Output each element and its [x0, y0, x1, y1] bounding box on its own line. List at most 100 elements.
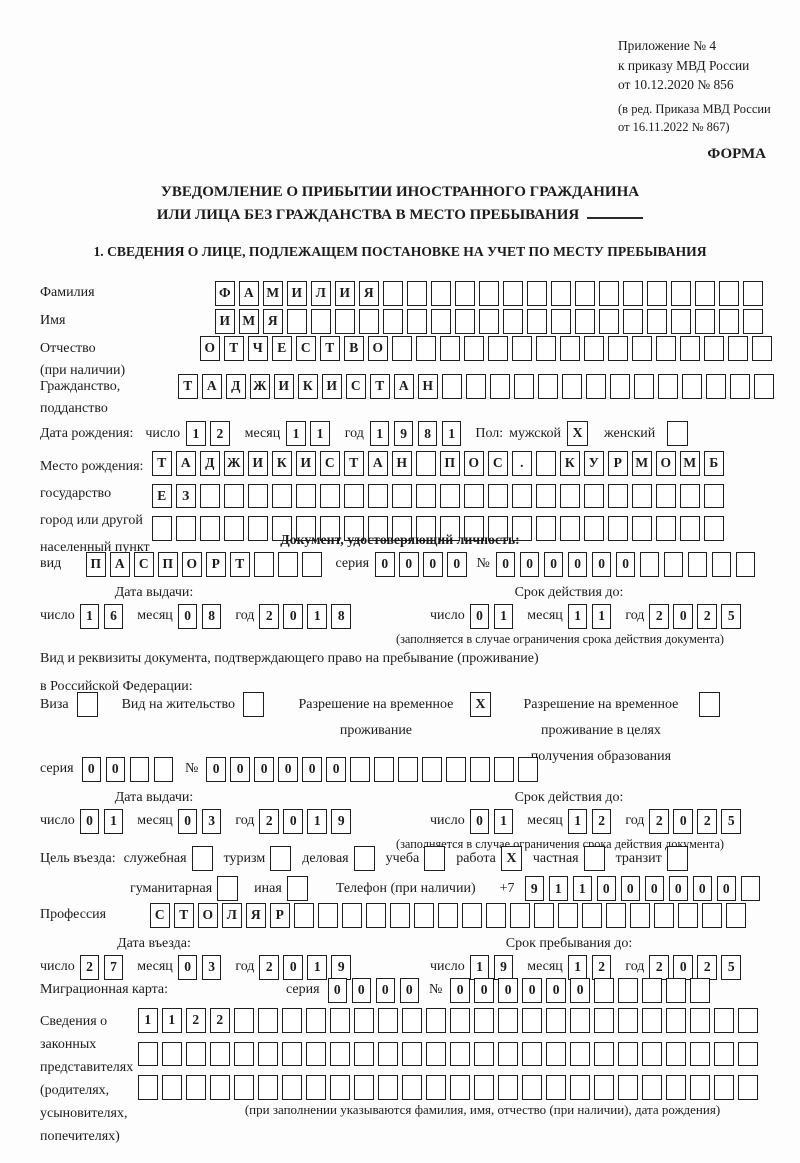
- char-box[interactable]: 0: [177, 604, 198, 629]
- char-box[interactable]: [498, 1075, 518, 1100]
- char-box[interactable]: [503, 309, 523, 334]
- char-box[interactable]: Т: [174, 903, 194, 928]
- char-box[interactable]: [234, 1075, 254, 1100]
- char-box[interactable]: [392, 483, 412, 508]
- char-box[interactable]: 2: [79, 955, 100, 980]
- char-box[interactable]: 2: [259, 604, 279, 629]
- char-box[interactable]: [630, 903, 650, 928]
- char-box[interactable]: И: [248, 451, 268, 476]
- char-box[interactable]: 0: [230, 757, 250, 782]
- char-box[interactable]: [470, 757, 490, 782]
- char-box[interactable]: 0: [498, 978, 518, 1003]
- char-box[interactable]: О: [182, 552, 202, 577]
- char-box[interactable]: К: [272, 451, 292, 476]
- char-box[interactable]: [344, 516, 364, 541]
- char-box[interactable]: [320, 483, 340, 508]
- char-box[interactable]: [510, 903, 530, 928]
- char-box[interactable]: [752, 336, 772, 361]
- char-box[interactable]: [594, 1041, 614, 1066]
- char-box[interactable]: [654, 903, 674, 928]
- char-box[interactable]: [706, 374, 726, 399]
- char-box[interactable]: [354, 1008, 374, 1033]
- char-box[interactable]: Т: [152, 451, 172, 476]
- char-box[interactable]: [711, 552, 732, 577]
- char-box[interactable]: [570, 1075, 590, 1100]
- char-box[interactable]: [632, 336, 652, 361]
- char-box[interactable]: 0: [302, 757, 322, 782]
- char-box[interactable]: 0: [375, 978, 396, 1003]
- char-box[interactable]: 2: [210, 421, 230, 446]
- char-box[interactable]: [582, 903, 602, 928]
- char-box[interactable]: [186, 1041, 206, 1066]
- char-box[interactable]: [754, 374, 774, 399]
- char-box[interactable]: [474, 1041, 494, 1066]
- char-box[interactable]: [366, 903, 386, 928]
- char-box[interactable]: [719, 309, 739, 334]
- char-box[interactable]: [666, 978, 686, 1003]
- char-box[interactable]: [743, 309, 763, 334]
- char-box[interactable]: [642, 1041, 662, 1066]
- char-box[interactable]: [618, 1075, 638, 1100]
- char-box[interactable]: [330, 1041, 350, 1066]
- char-box[interactable]: 0: [591, 552, 612, 577]
- char-box[interactable]: [498, 1041, 518, 1066]
- char-box[interactable]: [518, 757, 538, 782]
- char-box[interactable]: 0: [567, 552, 588, 577]
- char-box[interactable]: И: [274, 374, 294, 399]
- char-box[interactable]: [714, 1041, 734, 1066]
- char-box[interactable]: [488, 516, 508, 541]
- char-box[interactable]: П: [440, 451, 460, 476]
- char-box[interactable]: [287, 309, 307, 334]
- purpose-transit-checkbox[interactable]: [666, 846, 688, 871]
- char-box[interactable]: [606, 903, 626, 928]
- char-box[interactable]: П: [158, 552, 178, 577]
- char-box[interactable]: [474, 1075, 494, 1100]
- char-box[interactable]: [440, 516, 460, 541]
- char-box[interactable]: [534, 903, 554, 928]
- char-box[interactable]: [258, 1008, 278, 1033]
- char-box[interactable]: [282, 1041, 302, 1066]
- char-box[interactable]: [426, 1075, 446, 1100]
- char-box[interactable]: [462, 903, 482, 928]
- char-box[interactable]: [210, 1075, 230, 1100]
- char-box[interactable]: [680, 483, 700, 508]
- char-box[interactable]: [584, 336, 604, 361]
- char-box[interactable]: 2: [591, 809, 612, 834]
- char-box[interactable]: [740, 876, 761, 901]
- char-box[interactable]: С: [346, 374, 366, 399]
- char-box[interactable]: [162, 1075, 182, 1100]
- purpose-other-checkbox[interactable]: [286, 876, 308, 901]
- char-box[interactable]: [479, 309, 499, 334]
- char-box[interactable]: И: [322, 374, 342, 399]
- char-box[interactable]: 1: [186, 421, 206, 446]
- char-box[interactable]: [306, 1041, 326, 1066]
- char-box[interactable]: 0: [283, 604, 303, 629]
- char-box[interactable]: [464, 516, 484, 541]
- char-box[interactable]: [272, 516, 292, 541]
- char-box[interactable]: [623, 309, 643, 334]
- char-box[interactable]: [455, 309, 475, 334]
- char-box[interactable]: 9: [524, 876, 545, 901]
- char-box[interactable]: Н: [392, 451, 412, 476]
- char-box[interactable]: [402, 1008, 422, 1033]
- char-box[interactable]: [671, 309, 691, 334]
- char-box[interactable]: 6: [103, 604, 124, 629]
- char-box[interactable]: [450, 1008, 470, 1033]
- char-box[interactable]: [666, 1041, 686, 1066]
- char-box[interactable]: 0: [495, 552, 516, 577]
- char-box[interactable]: [258, 1075, 278, 1100]
- char-box[interactable]: А: [110, 552, 130, 577]
- char-box[interactable]: 0: [206, 757, 226, 782]
- char-box[interactable]: [224, 516, 244, 541]
- char-box[interactable]: 1: [307, 955, 327, 980]
- char-box[interactable]: [498, 1008, 518, 1033]
- char-box[interactable]: 0: [519, 552, 540, 577]
- char-box[interactable]: [354, 1041, 374, 1066]
- char-box[interactable]: [743, 281, 763, 306]
- char-box[interactable]: [466, 374, 486, 399]
- char-box[interactable]: О: [198, 903, 218, 928]
- char-box[interactable]: [584, 516, 604, 541]
- char-box[interactable]: [210, 1041, 230, 1066]
- char-box[interactable]: [153, 757, 174, 782]
- char-box[interactable]: 0: [570, 978, 590, 1003]
